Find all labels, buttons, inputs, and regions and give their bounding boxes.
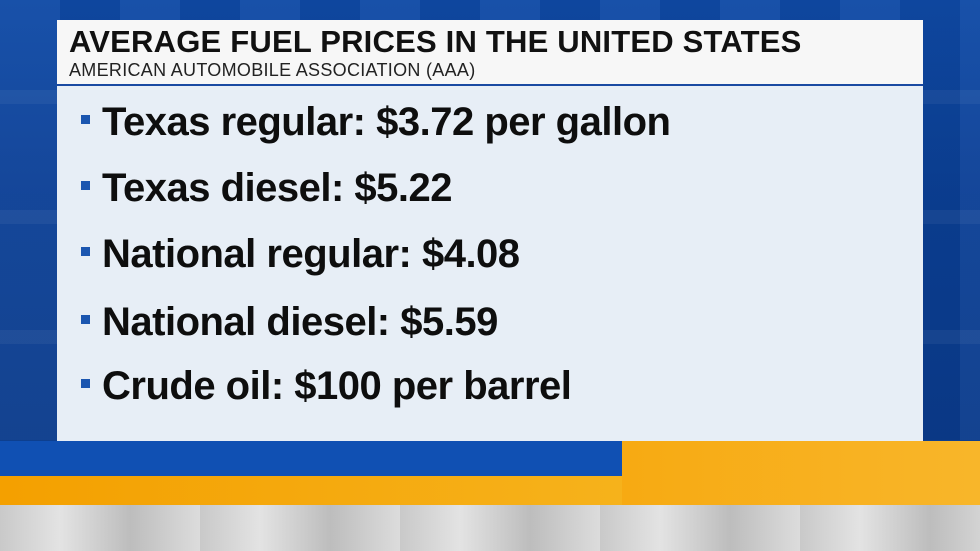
bullet-square-icon bbox=[81, 114, 90, 124]
graphic-source: AMERICAN AUTOMOBILE ASSOCIATION (AAA) bbox=[69, 60, 476, 80]
lower-third-bar bbox=[0, 441, 980, 511]
list-item: Texas diesel: $5.22 bbox=[81, 158, 453, 218]
studio-background bbox=[0, 505, 980, 551]
list-item-text: Texas regular: $3.72 per gallon bbox=[102, 99, 671, 144]
bullet-square-icon bbox=[81, 314, 90, 324]
content-panel: Texas regular: $3.72 per gallon Texas di… bbox=[57, 86, 923, 441]
bullet-square-icon bbox=[81, 246, 90, 256]
list-item-text: National diesel: $5.59 bbox=[102, 299, 498, 344]
graphic-header: AVERAGE FUEL PRICES IN THE UNITED STATES… bbox=[57, 20, 923, 86]
list-item-text: Crude oil: $100 per barrel bbox=[102, 363, 572, 408]
list-item: National regular: $4.08 bbox=[81, 224, 520, 284]
list-item: Texas regular: $3.72 per gallon bbox=[81, 92, 671, 152]
lower-third-gold-block bbox=[622, 441, 980, 511]
lower-third-blue-strip bbox=[0, 441, 622, 476]
bullet-square-icon bbox=[81, 180, 90, 190]
list-item: National diesel: $5.59 bbox=[81, 292, 498, 352]
bullet-square-icon bbox=[81, 378, 90, 388]
graphic-title: AVERAGE FUEL PRICES IN THE UNITED STATES bbox=[69, 24, 802, 59]
list-item-text: National regular: $4.08 bbox=[102, 231, 520, 276]
list-item: Crude oil: $100 per barrel bbox=[81, 356, 572, 416]
list-item-text: Texas diesel: $5.22 bbox=[102, 165, 453, 210]
